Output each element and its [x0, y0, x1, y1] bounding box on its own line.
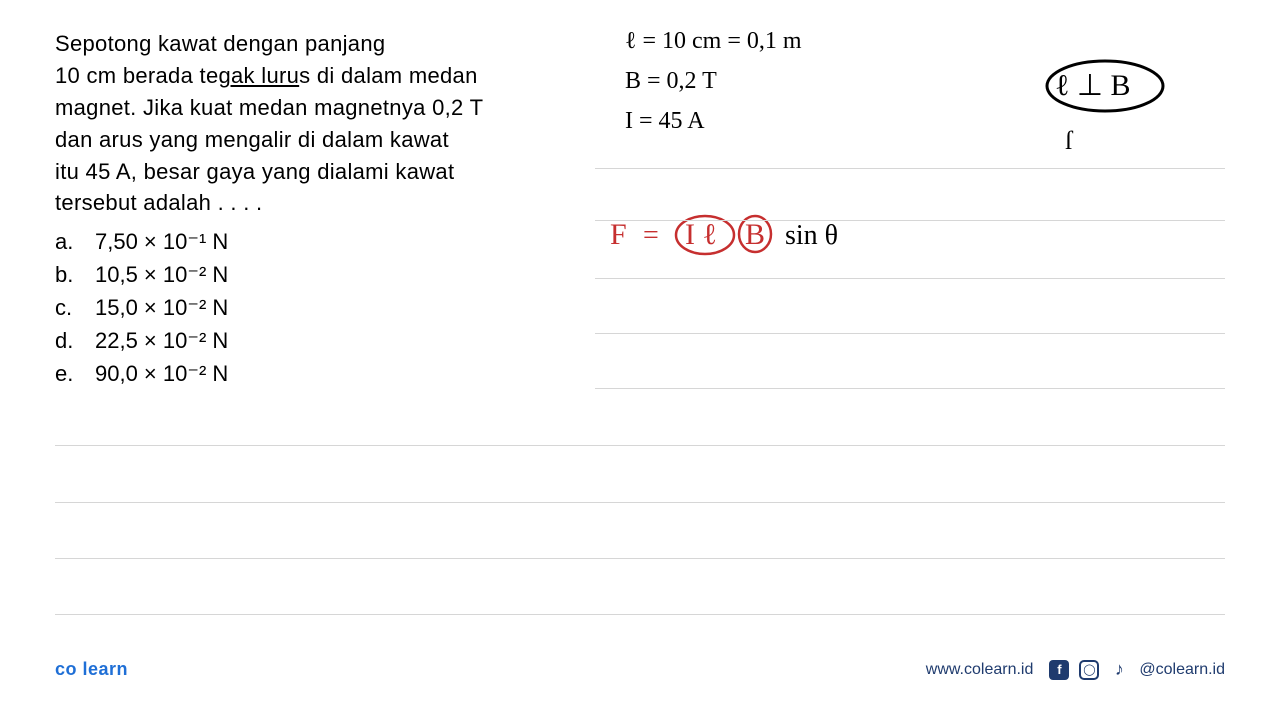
options-list: a. 7,50 × 10⁻¹ N b. 10,5 × 10⁻² N c. 15,… — [55, 225, 555, 390]
option-label: a. — [55, 225, 77, 258]
rule-line-full — [55, 614, 1225, 615]
option-label: d. — [55, 324, 77, 357]
option-value: 22,5 × 10⁻² N — [95, 324, 228, 357]
rule-line-full — [55, 502, 1225, 503]
q-line2b: s di dalam medan — [299, 63, 477, 88]
rule-line — [595, 168, 1225, 169]
option-e: e. 90,0 × 10⁻² N — [55, 357, 555, 390]
brand-text: co learn — [55, 659, 128, 679]
formula-eq: = — [643, 220, 659, 252]
q-line2a: 10 cm berada te — [55, 63, 218, 88]
rule-line — [595, 333, 1225, 334]
instagram-icon: ◯ — [1079, 660, 1099, 680]
given-b: B = 0,2 T — [625, 68, 717, 95]
option-value: 7,50 × 10⁻¹ N — [95, 225, 228, 258]
rule-line — [595, 220, 1225, 221]
question-column: Sepotong kawat dengan panjang 10 cm bera… — [55, 28, 555, 438]
rule-line — [595, 278, 1225, 279]
tiktok-icon: ♪ — [1109, 660, 1129, 680]
option-value: 90,0 × 10⁻² N — [95, 357, 228, 390]
option-label: c. — [55, 291, 77, 324]
rule-line-full — [55, 558, 1225, 559]
option-value: 10,5 × 10⁻² N — [95, 258, 228, 291]
q-line3: magnet. Jika kuat medan magnetnya 0,2 T — [55, 95, 483, 120]
option-c: c. 15,0 × 10⁻² N — [55, 291, 555, 324]
q-line2-under: gak luru — [218, 63, 299, 88]
option-b: b. 10,5 × 10⁻² N — [55, 258, 555, 291]
option-label: b. — [55, 258, 77, 291]
question-text: Sepotong kawat dengan panjang 10 cm bera… — [55, 28, 555, 219]
footer: co learn www.colearn.id f ◯ ♪ @colearn.i… — [55, 659, 1225, 680]
option-d: d. 22,5 × 10⁻² N — [55, 324, 555, 357]
rule-line-full — [55, 445, 1225, 446]
handwriting-column: ℓ = 10 cm = 0,1 m B = 0,2 T I = 45 A ℓ ⊥… — [595, 28, 1225, 438]
formula-sin: sin θ — [785, 220, 838, 252]
given-i: I = 45 A — [625, 108, 705, 135]
perp-circle-icon — [1035, 58, 1185, 118]
option-value: 15,0 × 10⁻² N — [95, 291, 228, 324]
option-a: a. 7,50 × 10⁻¹ N — [55, 225, 555, 258]
brand-logo: co learn — [55, 659, 128, 680]
q-line1: Sepotong kawat dengan panjang — [55, 31, 385, 56]
option-label: e. — [55, 357, 77, 390]
given-l: ℓ = 10 cm = 0,1 m — [625, 28, 802, 55]
footer-handle: @colearn.id — [1139, 661, 1225, 679]
q-line5: itu 45 A, besar gaya yang dialami kawat — [55, 159, 454, 184]
formula-f: F — [610, 218, 627, 252]
q-line6: tersebut adalah . . . . — [55, 190, 262, 215]
footer-links: www.colearn.id f ◯ ♪ @colearn.id — [926, 660, 1225, 680]
stray-mark: ſ — [1065, 126, 1072, 156]
q-line4: dan arus yang mengalir di dalam kawat — [55, 127, 449, 152]
footer-url: www.colearn.id — [926, 661, 1034, 679]
rule-line — [595, 388, 1225, 389]
facebook-icon: f — [1049, 660, 1069, 680]
